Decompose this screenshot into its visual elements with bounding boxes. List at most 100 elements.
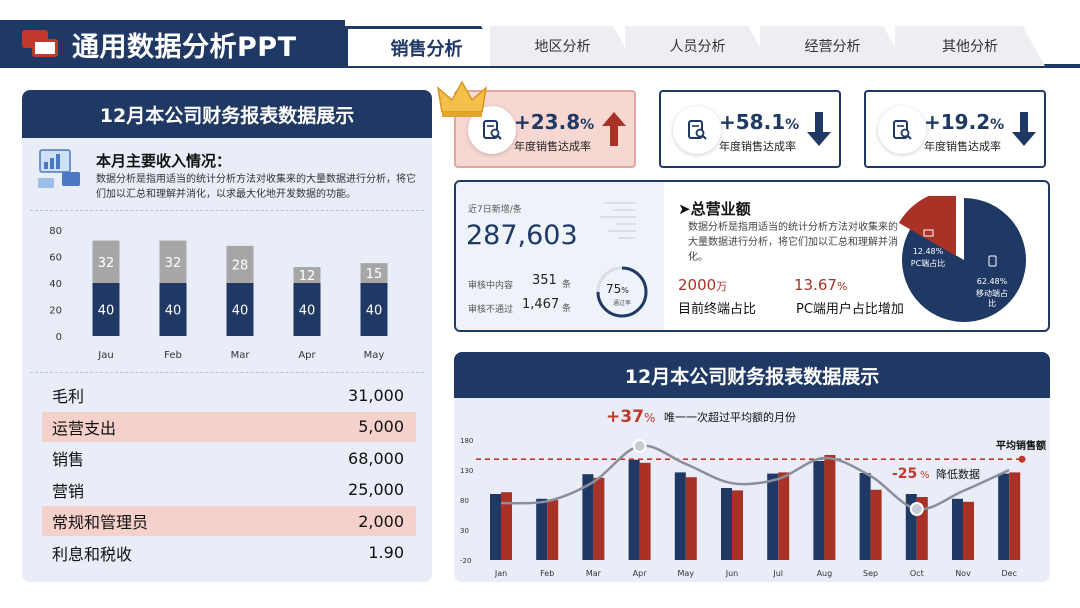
bar-series-1 bbox=[952, 498, 963, 560]
financial-row: 利息和税收 1.90 bbox=[42, 538, 416, 568]
divider bbox=[30, 372, 424, 373]
bar-value-label: 40 bbox=[232, 304, 249, 319]
bar-series-2 bbox=[778, 472, 790, 560]
reject-unit: 条 bbox=[562, 304, 572, 314]
x-tick-label: Mar bbox=[586, 569, 602, 578]
app-title-bar: 通用数据分析PPT bbox=[0, 20, 345, 68]
average-label: 平均销售额 bbox=[996, 439, 1046, 452]
financial-value: 1.90 bbox=[368, 543, 404, 562]
kpi-value: +23.8% bbox=[514, 110, 595, 134]
bar-base bbox=[226, 283, 254, 336]
bar-base bbox=[293, 283, 321, 336]
x-tick-label: Jul bbox=[772, 569, 783, 578]
y-tick-label: 130 bbox=[460, 467, 473, 475]
bar-series-1 bbox=[628, 459, 640, 560]
pie-slice-mobile bbox=[902, 198, 1026, 322]
bar-series-2 bbox=[547, 500, 559, 560]
annotation-down-unit: % bbox=[920, 470, 930, 481]
x-tick-label: May bbox=[678, 569, 695, 578]
bar-series-1 bbox=[536, 498, 548, 560]
crown-icon bbox=[436, 80, 488, 117]
tab-other[interactable]: 其他分析 bbox=[895, 26, 1045, 66]
x-tick-label: Apr bbox=[633, 569, 648, 578]
tab-region[interactable]: 地区分析 bbox=[490, 26, 635, 66]
bar-series-1 bbox=[490, 494, 501, 560]
pie-label-mobile-name: 移动端占 bbox=[976, 288, 1008, 298]
financial-row: 运营支出 5,000 bbox=[42, 411, 416, 442]
y-tick-label: 0 bbox=[56, 332, 62, 343]
x-tick-label: Jan bbox=[494, 569, 507, 578]
review-label: 审核中内容 bbox=[468, 281, 514, 291]
pie-label-pc-name: PC端占比 bbox=[911, 258, 945, 268]
x-tick-label: Oct bbox=[910, 569, 924, 578]
trend-line bbox=[500, 444, 1010, 511]
bar-series-1 bbox=[998, 473, 1010, 560]
tab-operations[interactable]: 经营分析 bbox=[760, 26, 905, 66]
bar-series-1 bbox=[859, 473, 871, 560]
income-description: 数据分析是指用适当的统计分析方法对收集来的大量数据进行分析，将它们加以汇总和理解… bbox=[96, 174, 416, 200]
kpi-label: 年度销售达成率 bbox=[924, 140, 1001, 153]
left-panel-heading: 12月本公司财务报表数据展示 bbox=[22, 90, 432, 138]
bar-series-2 bbox=[1009, 472, 1021, 560]
x-tick-label: Feb bbox=[164, 350, 182, 361]
bar-top bbox=[293, 267, 321, 283]
x-tick-label: Feb bbox=[540, 569, 554, 578]
financial-value: 31,000 bbox=[348, 385, 404, 405]
bar-top bbox=[92, 240, 120, 283]
financial-label: 常规和管理员 bbox=[52, 513, 149, 532]
right-panel-heading: 12月本公司财务报表数据展示 bbox=[454, 352, 1050, 398]
x-tick-label: Nov bbox=[955, 569, 971, 578]
terminal-label: 目前终端占比 bbox=[678, 302, 757, 317]
x-tick-label: Jun bbox=[725, 569, 739, 578]
pass-rate-value: 75% bbox=[606, 282, 629, 296]
x-tick-label: Aug bbox=[817, 569, 833, 578]
summary-left bbox=[456, 182, 664, 330]
kpi-card: +19.2% 年度销售达成率 bbox=[864, 90, 1046, 168]
financial-value: 5,000 bbox=[358, 417, 404, 436]
annotation-down-text: 降低数据 bbox=[936, 467, 980, 481]
pie-label-mobile-value: 62.48% bbox=[977, 277, 1008, 286]
kpi-value: +58.1% bbox=[719, 110, 800, 134]
financial-label: 营销 bbox=[52, 481, 85, 501]
bar-base bbox=[92, 283, 120, 336]
bar-value-label: 12 bbox=[299, 269, 316, 284]
monthly-sales-combo-chart: -20 30 80 130 180 Jan Feb Mar Apr May Jun Jul Aug Sep… bbox=[460, 407, 1046, 578]
financial-label: 毛利 bbox=[52, 387, 85, 406]
bar-value-label: 40 bbox=[366, 304, 383, 319]
phone-icon bbox=[988, 255, 997, 267]
pass-rate-ring bbox=[596, 266, 648, 318]
total-description: 数据分析是指用适当的统计分析方法对收集来的大量数据进行分析，将它们加以汇总和理解… bbox=[688, 222, 898, 263]
reject-label: 审核不通过 bbox=[468, 305, 514, 315]
app-title: 通用数据分析PPT bbox=[72, 31, 297, 63]
financial-label: 销售 bbox=[52, 450, 85, 469]
bar-series-1 bbox=[582, 474, 594, 560]
kpi-card: +58.1% 年度销售达成率 bbox=[659, 90, 841, 168]
kpi-label: 年度销售达成率 bbox=[719, 140, 796, 153]
x-tick-label: Sep bbox=[863, 569, 878, 578]
y-tick-label: 40 bbox=[49, 279, 62, 290]
kpi-label: 年度销售达成率 bbox=[514, 140, 591, 153]
report-search-icon bbox=[673, 106, 721, 154]
tab-people[interactable]: 人员分析 bbox=[625, 26, 770, 66]
trend-marker bbox=[632, 439, 647, 453]
bar-series-2 bbox=[824, 455, 836, 560]
bar-value-label: 40 bbox=[165, 304, 182, 319]
pie-slice-pc bbox=[898, 196, 956, 256]
bar-base bbox=[159, 283, 187, 336]
monthly-stacked-bar-chart: 0 20 40 60 80 40 32 Jau 40 32 Feb 40 28 Mar 40 12 Apr 40 1… bbox=[49, 226, 388, 361]
kpi-value: +19.2% bbox=[924, 110, 1005, 134]
bar-series-2 bbox=[685, 477, 697, 560]
pc-growth-value: 13.67% bbox=[794, 276, 848, 294]
tab-strip-line bbox=[345, 64, 1080, 68]
bar-base bbox=[360, 283, 388, 336]
average-line-end bbox=[1018, 455, 1026, 463]
bar-series-2 bbox=[963, 501, 974, 560]
arrow-down-icon bbox=[1012, 112, 1036, 146]
bar-top bbox=[159, 240, 187, 283]
tab-sales[interactable]: 销售分析 bbox=[345, 26, 505, 66]
financial-value: 2,000 bbox=[358, 511, 404, 531]
mini-bars bbox=[600, 202, 636, 239]
bar-value-label: 15 bbox=[366, 267, 383, 282]
bar-value-label: 28 bbox=[232, 258, 249, 273]
